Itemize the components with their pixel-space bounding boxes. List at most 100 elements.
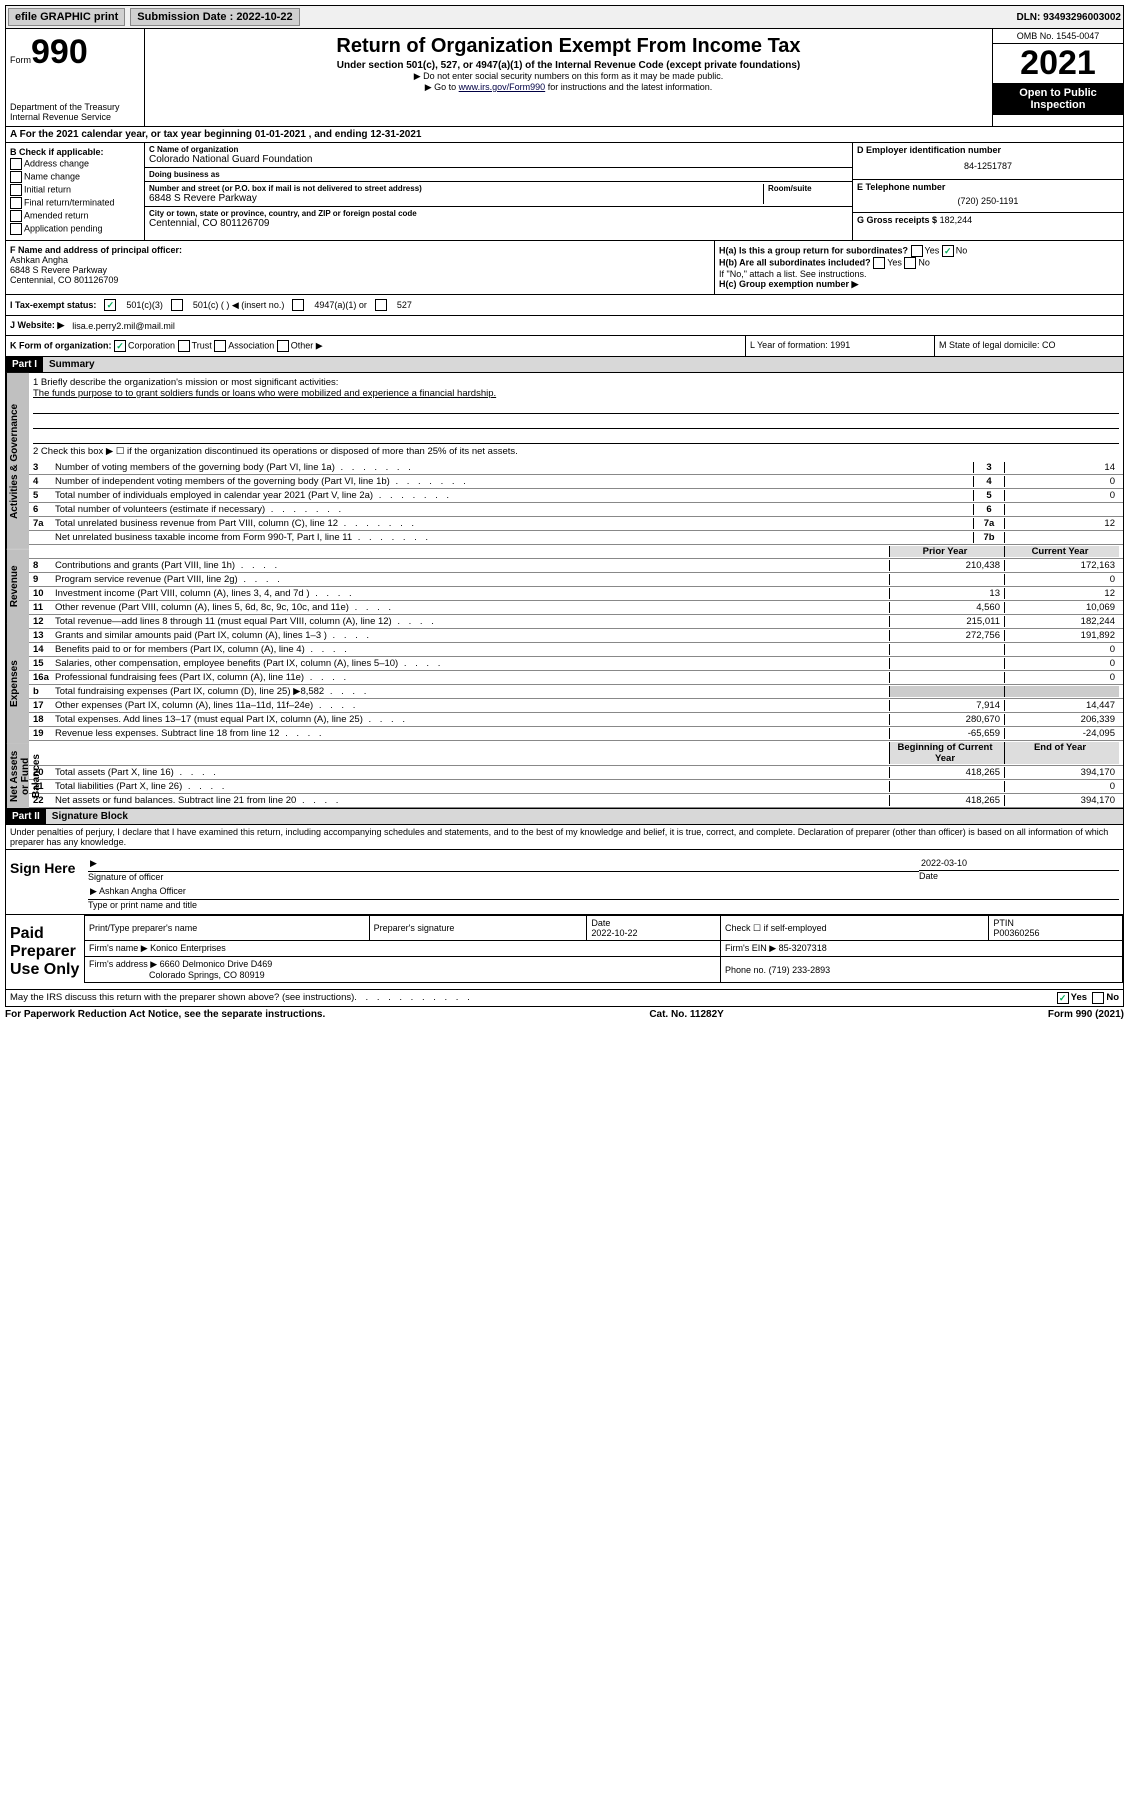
chk-address[interactable] — [10, 158, 22, 170]
preparer-table: Print/Type preparer's name Preparer's si… — [84, 915, 1123, 983]
sign-block: Sign Here ▶Signature of officer 2022-03-… — [5, 850, 1124, 915]
line-15: 15 Salaries, other compensation, employe… — [29, 657, 1123, 671]
part-i-header: Part I Summary — [5, 357, 1124, 373]
identity-grid: B Check if applicable: Address change Na… — [5, 143, 1124, 241]
year-cell: OMB No. 1545-0047 2021 Open to Public In… — [992, 29, 1123, 126]
officer-name: Ashkan Angha — [10, 255, 68, 265]
top-toolbar: efile GRAPHIC print Submission Date : 20… — [5, 5, 1124, 29]
part-ii-title: Signature Block — [46, 809, 1123, 824]
line-8: 8 Contributions and grants (Part VIII, l… — [29, 559, 1123, 573]
ha-label: H(a) Is this a group return for subordin… — [719, 245, 908, 255]
prior-year-hdr: Prior Year — [889, 546, 1004, 557]
balance-header-row: Beginning of Current Year End of Year — [29, 741, 1123, 766]
row-a-period: A For the 2021 calendar year, or tax yea… — [5, 127, 1124, 143]
officer-street: 6848 S Revere Parkway — [10, 265, 107, 275]
mission-q1: 1 Briefly describe the organization's mi… — [33, 377, 1119, 388]
col-c: C Name of organization Colorado National… — [145, 143, 852, 240]
col-d: D Employer identification number 84-1251… — [852, 143, 1123, 240]
dba-label: Doing business as — [149, 170, 848, 179]
footer: For Paperwork Reduction Act Notice, see … — [5, 1007, 1124, 1022]
ha-yes-chk[interactable] — [911, 245, 923, 257]
may-discuss-row: May the IRS discuss this return with the… — [5, 990, 1124, 1007]
may-yes-chk[interactable] — [1057, 992, 1069, 1004]
chk-final[interactable] — [10, 197, 22, 209]
chk-527[interactable] — [375, 299, 387, 311]
chk-amended[interactable] — [10, 210, 22, 222]
hb-no-chk[interactable] — [904, 257, 916, 269]
chk-pending[interactable] — [10, 223, 22, 235]
year-header-row: Prior Year Current Year — [29, 545, 1123, 559]
chk-name[interactable] — [10, 171, 22, 183]
city-value: Centennial, CO 801126709 — [149, 218, 848, 229]
ha-no-chk[interactable] — [942, 245, 954, 257]
prep-date-hdr: Date — [591, 918, 610, 928]
col-b-checkboxes: B Check if applicable: Address change Na… — [6, 143, 145, 240]
omb-number: OMB No. 1545-0047 — [993, 29, 1123, 44]
form-title: Return of Organization Exempt From Incom… — [149, 35, 988, 58]
city-label: City or town, state or province, country… — [149, 209, 848, 218]
mission-q2: 2 Check this box ▶ ☐ if the organization… — [33, 446, 1119, 457]
firm-ein: 85-3207318 — [779, 943, 827, 953]
firm-addr-lbl: Firm's address ▶ — [89, 959, 157, 969]
year-formation: L Year of formation: 1991 — [745, 336, 934, 356]
ein-value: 84-1251787 — [857, 155, 1119, 177]
title-cell: Return of Organization Exempt From Incom… — [145, 29, 992, 126]
chk-trust[interactable] — [178, 340, 190, 352]
subtitle-3: ▶ Go to www.irs.gov/Form990 for instruct… — [149, 82, 988, 93]
vtab-governance: Activities & Governance — [6, 373, 29, 549]
ptin-hdr: PTIN — [993, 918, 1014, 928]
street-value: 6848 S Revere Parkway — [149, 193, 763, 204]
sign-here-label: Sign Here — [6, 850, 84, 914]
prep-name-hdr: Print/Type preparer's name — [85, 916, 370, 941]
line-6: 6 Total number of volunteers (estimate i… — [29, 503, 1123, 517]
vtab-netassets: Net Assets or Fund Balances — [6, 744, 29, 808]
col-f-officer: F Name and address of principal officer:… — [6, 241, 714, 294]
begin-year-hdr: Beginning of Current Year — [889, 742, 1004, 764]
row-j-website: J Website: ▶ lisa.e.perry2.mil@mail.mil — [5, 316, 1124, 336]
tax-year: 2021 — [993, 44, 1123, 83]
vtab-expenses: Expenses — [6, 624, 29, 744]
line-19: 19 Revenue less expenses. Subtract line … — [29, 727, 1123, 741]
chk-assoc[interactable] — [214, 340, 226, 352]
efile-button[interactable]: efile GRAPHIC print — [8, 8, 125, 26]
line-20: 20 Total assets (Part X, line 16) . . . … — [29, 766, 1123, 780]
tel-value: (720) 250-1191 — [857, 192, 1119, 210]
hb-yes-chk[interactable] — [873, 257, 885, 269]
line-11: 11 Other revenue (Part VIII, column (A),… — [29, 601, 1123, 615]
prep-date-val: 2022-10-22 — [591, 928, 637, 938]
website-label: J Website: ▶ — [10, 320, 64, 331]
line-4: 4 Number of independent voting members o… — [29, 475, 1123, 489]
end-year-hdr: End of Year — [1004, 742, 1119, 764]
officer-print-name: Ashkan Angha Officer — [99, 886, 186, 896]
firm-ein-lbl: Firm's EIN ▶ — [725, 943, 776, 953]
form-header: Form990 Department of the Treasury Inter… — [5, 29, 1124, 127]
chk-501c[interactable] — [171, 299, 183, 311]
chk-corp[interactable] — [114, 340, 126, 352]
irs-link[interactable]: www.irs.gov/Form990 — [459, 82, 546, 92]
current-year-hdr: Current Year — [1004, 546, 1119, 557]
open-inspection: Open to Public Inspection — [993, 83, 1123, 115]
hb-note: If "No," attach a list. See instructions… — [719, 269, 1119, 279]
line-17: 17 Other expenses (Part IX, column (A), … — [29, 699, 1123, 713]
dln-label: DLN: 93493296003002 — [1016, 12, 1121, 23]
part-ii-header: Part II Signature Block — [5, 809, 1124, 825]
firm-addr2: Colorado Springs, CO 80919 — [149, 970, 265, 980]
chk-501c3[interactable] — [104, 299, 116, 311]
col-h-group: H(a) Is this a group return for subordin… — [714, 241, 1123, 294]
line-14: 14 Benefits paid to or for members (Part… — [29, 643, 1123, 657]
ptin-val: P00360256 — [993, 928, 1039, 938]
chk-4947[interactable] — [292, 299, 304, 311]
subtitle-1: Under section 501(c), 527, or 4947(a)(1)… — [149, 60, 988, 71]
chk-other[interactable] — [277, 340, 289, 352]
print-name-label: Type or print name and title — [88, 900, 197, 910]
mission-block: 1 Briefly describe the organization's mi… — [29, 373, 1123, 461]
hb-label: H(b) Are all subordinates included? — [719, 257, 871, 267]
tel-label: E Telephone number — [857, 182, 1119, 192]
ein-label: D Employer identification number — [857, 145, 1119, 155]
may-no-chk[interactable] — [1092, 992, 1104, 1004]
chk-initial[interactable] — [10, 184, 22, 196]
submission-date-button[interactable]: Submission Date : 2022-10-22 — [130, 8, 299, 26]
status-label: I Tax-exempt status: — [10, 300, 96, 310]
org-name-label: C Name of organization — [149, 145, 848, 154]
gross-value: 182,244 — [940, 215, 973, 225]
